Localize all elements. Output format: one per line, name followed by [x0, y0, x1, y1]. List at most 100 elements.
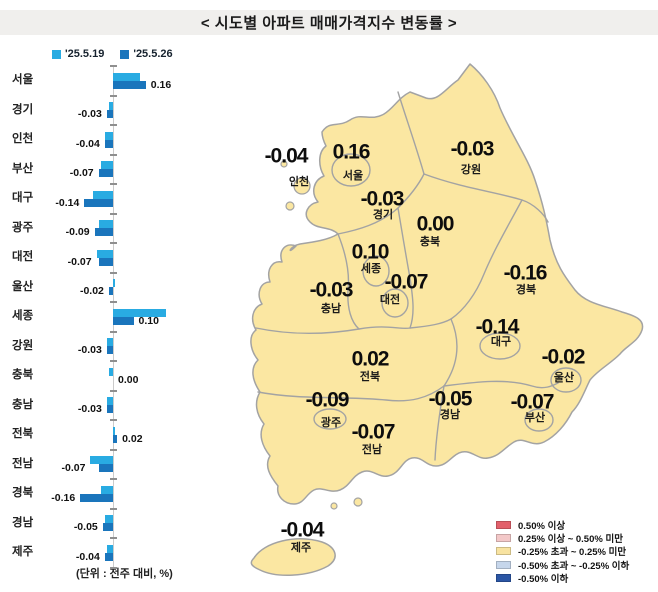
korea-map: -0.04 인천 0.16 서울 -0.03 경기 -0.03 강원 0.00 충북 0.10 세종 -… — [238, 58, 658, 592]
chart-row: 경남 -0.05 — [4, 509, 230, 539]
bar-value-label: -0.03 — [77, 108, 102, 120]
chart-category-label: 대전 — [12, 251, 34, 263]
map-value-jeonbuk: 0.02 — [351, 347, 390, 371]
bar-25-5-19 — [113, 72, 140, 81]
map-value-gwangju: -0.09 — [305, 388, 350, 412]
korea-map-svg — [250, 63, 644, 576]
map-value-gyeongbuk: -0.16 — [503, 261, 548, 285]
border-gyeongbuk-gyeongnam — [443, 380, 559, 389]
map-region-label-chungnam: 충남 — [320, 303, 342, 315]
bar-value-label: -0.03 — [77, 403, 102, 415]
bar-25-5-26 — [106, 110, 113, 118]
chart-category-label: 서울 — [12, 74, 34, 86]
axis-tick — [110, 507, 117, 510]
axis-tick — [110, 360, 117, 362]
bar-25-5-19 — [104, 131, 113, 140]
chart-row: 울산 -0.02 — [4, 273, 230, 303]
bar-value-label: -0.05 — [73, 521, 98, 533]
map-legend-label: 0.25% 이상 ~ 0.50% 미만 — [518, 534, 623, 546]
axis-tick — [110, 301, 117, 303]
page-title-band: < 시도별 아파트 매매가격지수 변동률 > — [0, 10, 658, 35]
border-jeonnam-gyeongnam — [434, 385, 445, 461]
chart-row-plot: -0.07 — [44, 243, 230, 273]
chart-category-label: 충북 — [12, 369, 34, 381]
bar-25-5-26 — [94, 228, 113, 236]
map-region-label-jeonbuk: 전북 — [359, 371, 381, 383]
axis-tick — [110, 242, 117, 244]
sejong-boundary — [362, 255, 390, 287]
map-value-gangwon: -0.03 — [450, 137, 495, 161]
bar-25-5-26 — [98, 464, 113, 472]
chart-category-label: 충남 — [12, 398, 34, 411]
chart-category-label: 경북 — [12, 487, 34, 499]
bar-25-5-19 — [98, 220, 113, 228]
map-region-label-gangwon: 강원 — [460, 164, 482, 176]
map-legend-swatch-icon — [496, 534, 511, 543]
map-value-daegu: -0.14 — [475, 315, 520, 339]
chart-category-label: 대구 — [12, 192, 34, 204]
bar-25-5-19 — [108, 102, 113, 110]
bar-value-label: -0.04 — [75, 550, 100, 563]
map-region-label-daegu: 대구 — [490, 336, 512, 348]
bar-25-5-26 — [104, 139, 113, 148]
map-region-label-jeonnam: 전남 — [361, 444, 383, 456]
bar-value-label: -0.09 — [65, 226, 90, 238]
map-legend-label: -0.50% 이하 — [518, 574, 569, 586]
map-legend-row: 0.25% 이상 ~ 0.50% 미만 — [496, 531, 629, 546]
chart-row: 광주 -0.09 — [4, 214, 230, 244]
chart-row: 충북 0.00 — [4, 361, 230, 391]
border-chungbuk-gyeongbuk — [450, 199, 523, 320]
bar-25-5-19 — [106, 338, 113, 346]
map-legend-swatch-icon — [496, 547, 511, 556]
bar-value-label: -0.07 — [67, 255, 92, 268]
bar-25-5-26 — [113, 316, 134, 325]
chart-series-legend: '25.5.19 '25.5.26 — [52, 48, 173, 60]
axis-tick — [110, 124, 117, 126]
bar-value-label: 0.02 — [122, 432, 143, 445]
map-legend-label: -0.25% 초과 ~ 0.25% 미만 — [518, 547, 627, 559]
map-value-chungnam: -0.03 — [309, 278, 354, 302]
daegu-boundary — [479, 332, 521, 360]
bar-value-label: 0.00 — [118, 373, 139, 386]
bar-25-5-19 — [104, 515, 113, 523]
bar-25-5-26 — [106, 346, 113, 354]
chart-category-label: 전남 — [12, 457, 34, 470]
legend-item: '25.5.19 — [52, 48, 104, 60]
map-value-daejeon: -0.07 — [384, 270, 429, 294]
chart-row: 대구 -0.14 — [4, 184, 230, 214]
chart-row-plot: -0.03 — [44, 391, 230, 421]
map-region-label-ulsan: 울산 — [553, 372, 575, 384]
axis-tick — [110, 271, 117, 274]
bar-25-5-26 — [102, 523, 113, 531]
map-value-gyeonggi: -0.03 — [360, 187, 405, 211]
axis-tick — [110, 537, 117, 539]
map-region-label-daejeon: 대전 — [379, 294, 401, 306]
bar-value-label: -0.07 — [61, 462, 86, 474]
map-legend-row: -0.50% 초과 ~ -0.25% 이하 — [496, 558, 629, 572]
bar-25-5-26 — [113, 434, 118, 443]
ulsan-boundary — [550, 367, 582, 393]
map-legend-row: -0.50% 이하 — [496, 572, 629, 585]
bar-value-label: -0.16 — [51, 491, 76, 504]
chart-row-plot: 0.00 — [44, 361, 230, 391]
chart-category-label: 울산 — [12, 280, 34, 293]
bar-value-label: -0.07 — [69, 167, 94, 179]
chart-row-plot: -0.02 — [44, 273, 230, 303]
axis-tick — [110, 419, 117, 421]
map-region-label-sejong: 세종 — [360, 263, 382, 275]
map-value-jeju: -0.04 — [280, 518, 325, 542]
map-region-label-gyeongnam: 경남 — [439, 409, 461, 421]
bar-25-5-19 — [100, 161, 113, 169]
bar-value-label: 0.16 — [150, 78, 172, 91]
border-jeonbuk-jeonnam — [257, 385, 445, 402]
chart-row-plot: -0.04 — [44, 538, 230, 568]
chart-row-plot: -0.16 — [44, 479, 230, 509]
south-island-2 — [330, 502, 338, 510]
map-legend-swatch-icon — [496, 520, 511, 529]
bar-25-5-19 — [96, 249, 113, 258]
map-region-label-gwangju: 광주 — [320, 417, 342, 429]
axis-tick — [110, 389, 117, 392]
axis-tick — [110, 212, 117, 215]
legend-label: '25.5.26 — [133, 48, 173, 60]
